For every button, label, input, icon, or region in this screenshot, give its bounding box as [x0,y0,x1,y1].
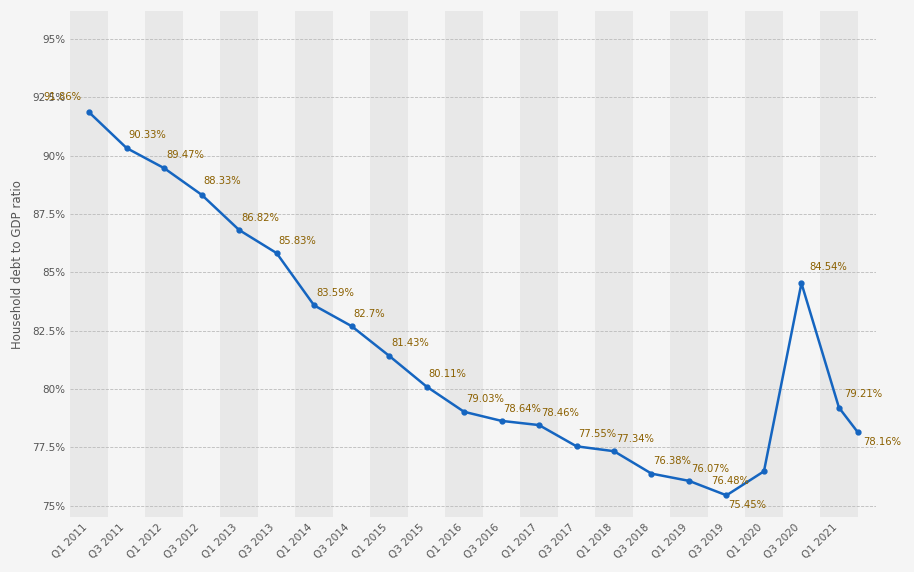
Text: 77.55%: 77.55% [579,429,617,439]
Bar [145,11,183,518]
Bar [445,11,483,518]
Text: 79.21%: 79.21% [845,389,883,399]
Text: 78.46%: 78.46% [541,408,579,418]
Text: 78.16%: 78.16% [864,437,901,447]
Bar [220,11,258,518]
Text: 79.03%: 79.03% [466,395,504,404]
Bar [70,11,108,518]
Bar [520,11,558,518]
Text: 86.82%: 86.82% [241,213,279,223]
Bar [333,11,370,518]
Text: 83.59%: 83.59% [316,288,354,298]
Bar [820,11,857,518]
Bar [707,11,745,518]
Text: 91.86%: 91.86% [44,92,81,102]
Text: 77.34%: 77.34% [616,434,654,444]
Text: 76.48%: 76.48% [711,476,749,486]
Bar [857,11,895,518]
Bar [370,11,408,518]
Bar [295,11,333,518]
Text: 75.45%: 75.45% [728,500,766,510]
Bar [670,11,707,518]
Bar [183,11,220,518]
Text: 84.54%: 84.54% [809,263,846,272]
Bar [595,11,632,518]
Text: 76.38%: 76.38% [654,456,691,466]
Text: 88.33%: 88.33% [204,176,241,186]
Bar [558,11,595,518]
Text: 81.43%: 81.43% [391,339,429,348]
Y-axis label: Household debt to GDP ratio: Household debt to GDP ratio [11,180,24,349]
Text: 85.83%: 85.83% [279,236,316,246]
Text: 82.7%: 82.7% [354,309,385,319]
Text: 80.11%: 80.11% [429,370,466,379]
Bar [483,11,520,518]
Bar [745,11,782,518]
Bar [258,11,295,518]
Text: 76.07%: 76.07% [691,463,728,474]
Bar [108,11,145,518]
Bar [632,11,670,518]
Bar [782,11,820,518]
Text: 90.33%: 90.33% [129,130,166,140]
Bar [408,11,445,518]
Text: 78.64%: 78.64% [504,404,541,414]
Text: 89.47%: 89.47% [166,150,204,160]
